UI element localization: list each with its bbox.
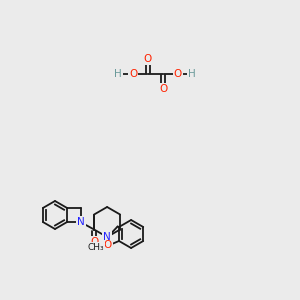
Text: O: O [144,54,152,64]
Text: O: O [90,237,98,247]
Text: O: O [103,241,112,250]
Text: N: N [77,217,85,227]
Text: N: N [103,232,111,242]
Text: O: O [174,69,182,79]
Text: H: H [188,69,196,79]
Text: H: H [114,69,122,79]
Text: O: O [159,84,167,94]
Text: CH₃: CH₃ [88,243,104,252]
Text: O: O [129,69,137,79]
